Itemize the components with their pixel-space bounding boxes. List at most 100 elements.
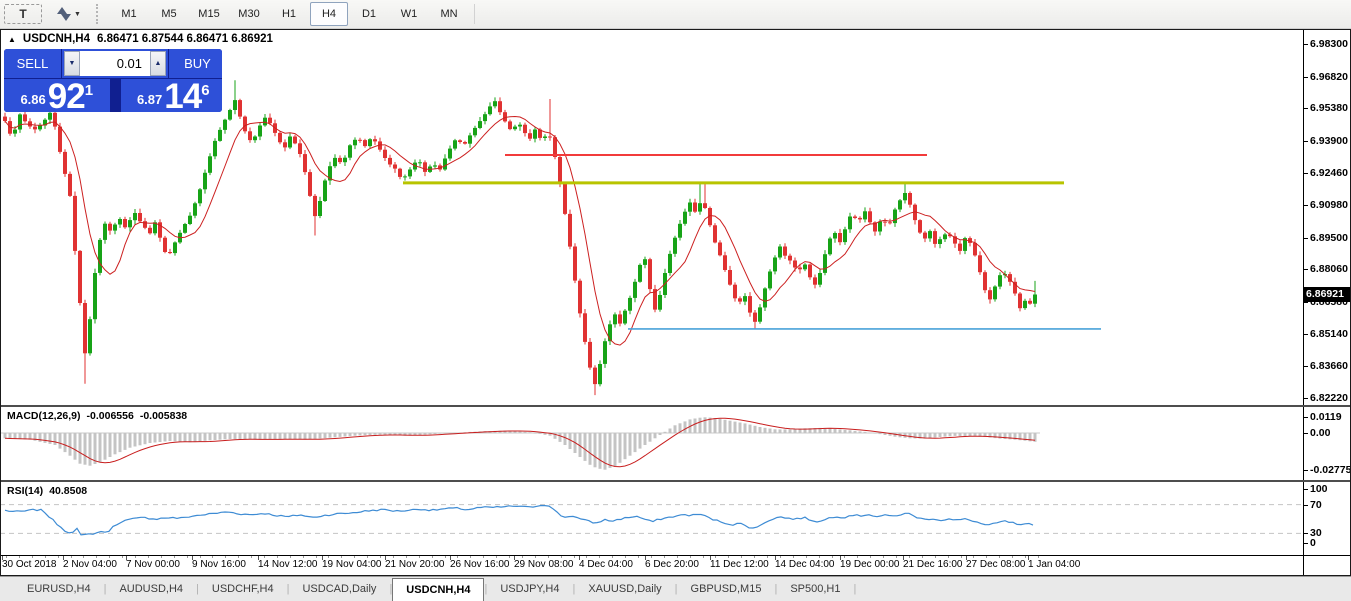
volume-input[interactable] [80,51,150,76]
time-minor-tick [419,556,420,558]
moving-average-line [4,115,1036,346]
timeframe-button-h1[interactable]: H1 [281,8,297,20]
tab-audusd-h4[interactable]: AUDUSD,H4 [119,583,184,595]
time-minor-tick [728,556,729,558]
time-minor-tick [470,556,471,558]
tab-usdcad-daily[interactable]: USDCAD,Daily [302,583,377,595]
time-minor-tick [161,556,162,558]
symbol-tab-bar: EURUSD,H4 | AUDUSD,H4 | USDCHF,H4 | USDCAD,Dai… [0,576,1351,601]
time-major-tick [385,556,386,560]
buy-button[interactable]: BUY [169,49,222,78]
price-axis-label: 6.96820 [1303,70,1348,83]
toolbar-drag-handle[interactable] [96,4,102,24]
buy-price-button[interactable]: 6.87 14 6 [120,76,222,113]
volume-decrease-button[interactable]: ▼ [64,51,80,76]
time-minor-tick [303,556,304,558]
timeframe-button-m1[interactable]: M1 [121,8,137,20]
time-minor-tick [264,556,265,558]
time-minor-tick [754,556,755,558]
time-minor-tick [677,556,678,558]
time-minor-tick [393,556,394,558]
tab-usdjpy-h4[interactable]: USDJPY,H4 [500,583,560,595]
tab-sp500-h1[interactable]: SP500,H1 [790,583,841,595]
rsi-name: RSI(14) [7,485,44,497]
tab-gbpusd-m15[interactable]: GBPUSD,M15 [690,583,762,595]
time-minor-tick [496,556,497,558]
time-axis-label: 26 Nov 16:00 [450,559,510,570]
time-minor-tick [973,556,974,558]
time-minor-tick [548,556,549,558]
collapse-arrow-icon[interactable]: ▲ [8,34,16,44]
price-scale-border [1303,29,1304,576]
time-major-tick [450,556,451,560]
time-axis-label: 14 Dec 04:00 [775,559,835,570]
time-major-tick [903,556,904,560]
rsi-indicator-canvas[interactable] [0,482,1303,555]
chevron-down-icon: ▼ [74,10,81,18]
trade-panel-gap [110,79,121,112]
time-major-tick [258,556,259,560]
sell-price-prefix: 6.86 [20,92,46,107]
price-axis-label: 30 [1303,527,1322,540]
time-minor-tick [767,556,768,558]
time-minor-tick [290,556,291,558]
time-minor-tick [457,556,458,558]
buy-price-big: 14 [164,76,202,113]
tab-usdcnh-h4[interactable]: USDCNH,H4 [392,578,485,601]
time-minor-tick [715,556,716,558]
rsi-splitter[interactable] [0,480,1351,482]
timeframe-button-m15[interactable]: M15 [198,8,220,20]
time-minor-tick [328,556,329,558]
price-axis-label: 6.89500 [1303,231,1348,244]
time-major-tick [63,556,64,560]
time-axis[interactable]: 30 Oct 2018 2 Nov 04:00 7 Nov 00:00 9 Nov 1… [0,556,1303,575]
time-minor-tick [535,556,536,558]
tab-usdchf-h4[interactable]: USDCHF,H4 [211,583,274,595]
macd-label: MACD(12,26,9) -0.006556 -0.005838 [7,410,187,422]
time-minor-tick [32,556,33,558]
time-minor-tick [187,556,188,558]
price-axis-label: 6.83660 [1303,360,1348,373]
sell-price-button[interactable]: 6.86 92 1 [4,79,110,112]
time-axis-label: 19 Dec 00:00 [840,559,900,570]
timeframe-button-m30[interactable]: M30 [238,8,260,20]
toolbar-separator [474,4,475,24]
time-minor-tick [922,556,923,558]
time-minor-tick [432,556,433,558]
time-axis-label: 27 Dec 08:00 [966,559,1026,570]
time-minor-tick [909,556,910,558]
rsi-value: 40.8508 [49,485,88,497]
volume-increase-button[interactable]: ▲ [150,51,166,76]
timeframe-toolbar: T ▼ M1 M5 M15 M30 H1 H4 D1 W1 MN [0,0,1351,29]
time-minor-tick [857,556,858,558]
text-label-tool-button[interactable]: T [4,4,42,24]
time-minor-tick [741,556,742,558]
macd-indicator-canvas[interactable] [0,407,1303,480]
timeframe-button-d1[interactable]: D1 [361,8,377,20]
time-axis-label: 19 Nov 04:00 [322,559,382,570]
macd-splitter[interactable] [0,405,1351,407]
time-major-tick [126,556,127,560]
price-axis-label: 6.82220 [1303,392,1348,404]
timeframe-button-w1[interactable]: W1 [400,8,418,20]
time-minor-tick [935,556,936,558]
time-minor-tick [883,556,884,558]
chart-ohlc-values: 6.86471 6.87544 6.86471 6.86921 [97,33,273,45]
tab-eurusd-h4[interactable]: EURUSD,H4 [27,583,91,595]
timeframe-button-m5[interactable]: M5 [161,8,177,20]
time-axis-label: 2 Nov 04:00 [63,559,117,570]
timeframe-button-mn[interactable]: MN [440,8,458,20]
arrange-arrows-button[interactable]: ▼ [50,2,88,26]
tab-xauusd-daily[interactable]: XAUUSD,Daily [588,583,662,595]
price-axis-label: 6.98300 [1303,38,1348,50]
sell-button[interactable]: SELL [4,49,61,78]
swap-arrows-icon [57,7,72,21]
macd-value-signal: -0.005838 [139,410,188,422]
time-minor-tick [819,556,820,558]
time-major-tick [645,556,646,560]
timeframe-button-h4[interactable]: H4 [310,2,348,26]
time-minor-tick [793,556,794,558]
price-axis-label: 6.88060 [1303,263,1348,276]
price-axis-label: -0.027754 [1302,463,1351,477]
